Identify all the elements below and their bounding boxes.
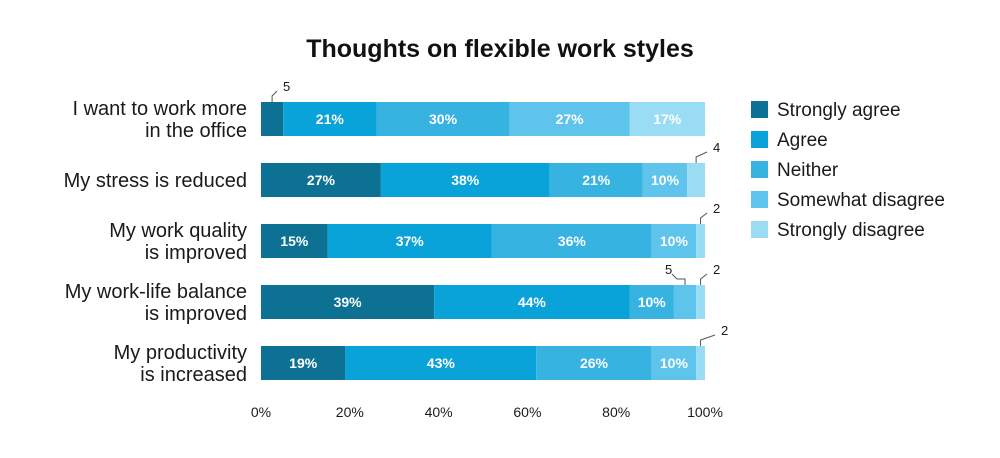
bars-group: I want to work more in the office 21% 30% 27…: [64, 79, 729, 386]
category-label-line: My work-life balance: [65, 281, 247, 303]
bar-segment: [651, 346, 697, 380]
category-label: My stress is reduced: [64, 170, 247, 192]
legend: Strongly agree Agree Neither Somewhat disag…: [751, 100, 945, 241]
category-label-line: is increased: [140, 364, 247, 386]
bar-segment: [696, 224, 705, 258]
data-label: 19%: [289, 355, 318, 371]
bar-segment: [327, 224, 492, 258]
callout-label: 5: [665, 262, 672, 277]
category-label-line: My work quality: [109, 220, 247, 242]
bar-segment: [491, 224, 652, 258]
x-axis: 0% 20% 40% 60% 80% 100%: [251, 404, 723, 420]
category-label-line: is improved: [145, 242, 247, 264]
bar-segment: [434, 285, 630, 319]
legend-label: Agree: [777, 130, 828, 151]
bar-segment: [380, 163, 550, 197]
bar-segment: [673, 285, 697, 319]
legend-swatch: [751, 191, 768, 208]
data-label: 10%: [660, 233, 689, 249]
callout-label: 4: [713, 140, 720, 155]
x-tick-label: 40%: [425, 404, 453, 420]
legend-label: Strongly disagree: [777, 220, 925, 241]
legend-swatch: [751, 161, 768, 178]
callout-leader: [700, 212, 708, 224]
legend-swatch: [751, 131, 768, 148]
bar-segment: [509, 102, 630, 136]
chart-title: Thoughts on flexible work styles: [306, 35, 694, 63]
bar-segment: [642, 163, 688, 197]
bar-segment: [549, 163, 643, 197]
category-label: My work quality is improved: [109, 220, 247, 264]
bar-segment: [687, 163, 705, 197]
data-label: 38%: [451, 172, 480, 188]
legend-swatch: [751, 221, 768, 238]
data-label: 39%: [334, 294, 363, 310]
bar-segment: [261, 224, 328, 258]
callout-label: 2: [713, 201, 720, 216]
data-label: 30%: [429, 111, 458, 127]
x-tick-label: 60%: [513, 404, 541, 420]
data-label: 10%: [638, 294, 667, 310]
data-label: 21%: [582, 172, 611, 188]
bar-segment: [261, 102, 284, 136]
callout-label: 2: [713, 262, 720, 277]
bar-segment: [629, 102, 705, 136]
legend-label: Somewhat disagree: [777, 190, 945, 211]
callout-leader: [671, 273, 686, 285]
bar-segment: [651, 224, 697, 258]
bar-segment: [376, 102, 510, 136]
bar-segment: [261, 163, 381, 197]
category-label: My work-life balance is improved: [65, 281, 247, 325]
x-tick-label: 20%: [336, 404, 364, 420]
callout-leader: [700, 273, 708, 285]
bar-segment: [696, 346, 705, 380]
callout-leader: [271, 90, 278, 102]
data-label: 37%: [396, 233, 425, 249]
data-label: 10%: [651, 172, 680, 188]
data-label: 43%: [427, 355, 456, 371]
x-tick-label: 0%: [251, 404, 271, 420]
category-label-line: My stress is reduced: [64, 170, 247, 192]
category-label: I want to work more in the office: [72, 98, 247, 142]
bar-segment: [629, 285, 674, 319]
bar-segment: [536, 346, 652, 380]
category-label-line: in the office: [145, 120, 247, 142]
callout-leader: [695, 151, 708, 163]
data-label: 17%: [653, 111, 682, 127]
category-label: My productivity is increased: [114, 342, 247, 386]
x-tick-label: 80%: [602, 404, 630, 420]
bar-segment: [696, 285, 705, 319]
legend-label: Neither: [777, 160, 839, 181]
x-tick-label: 100%: [687, 404, 723, 420]
callout-leader: [700, 334, 716, 346]
legend-label: Strongly agree: [777, 100, 901, 121]
data-label: 44%: [518, 294, 547, 310]
callout-label: 2: [721, 323, 728, 338]
bar-segment: [283, 102, 377, 136]
category-label-line: My productivity: [114, 342, 247, 364]
data-label: 21%: [316, 111, 345, 127]
category-label-line: is improved: [145, 303, 247, 325]
data-label: 27%: [307, 172, 336, 188]
data-label: 10%: [660, 355, 689, 371]
data-label: 15%: [280, 233, 309, 249]
data-label: 26%: [580, 355, 609, 371]
category-label-line: I want to work more: [72, 98, 247, 120]
callout-label: 5: [283, 79, 290, 94]
data-label: 27%: [556, 111, 585, 127]
bar-segment: [261, 346, 346, 380]
legend-swatch: [751, 101, 768, 118]
data-label: 36%: [558, 233, 587, 249]
bar-segment: [261, 285, 435, 319]
bar-segment: [345, 346, 537, 380]
